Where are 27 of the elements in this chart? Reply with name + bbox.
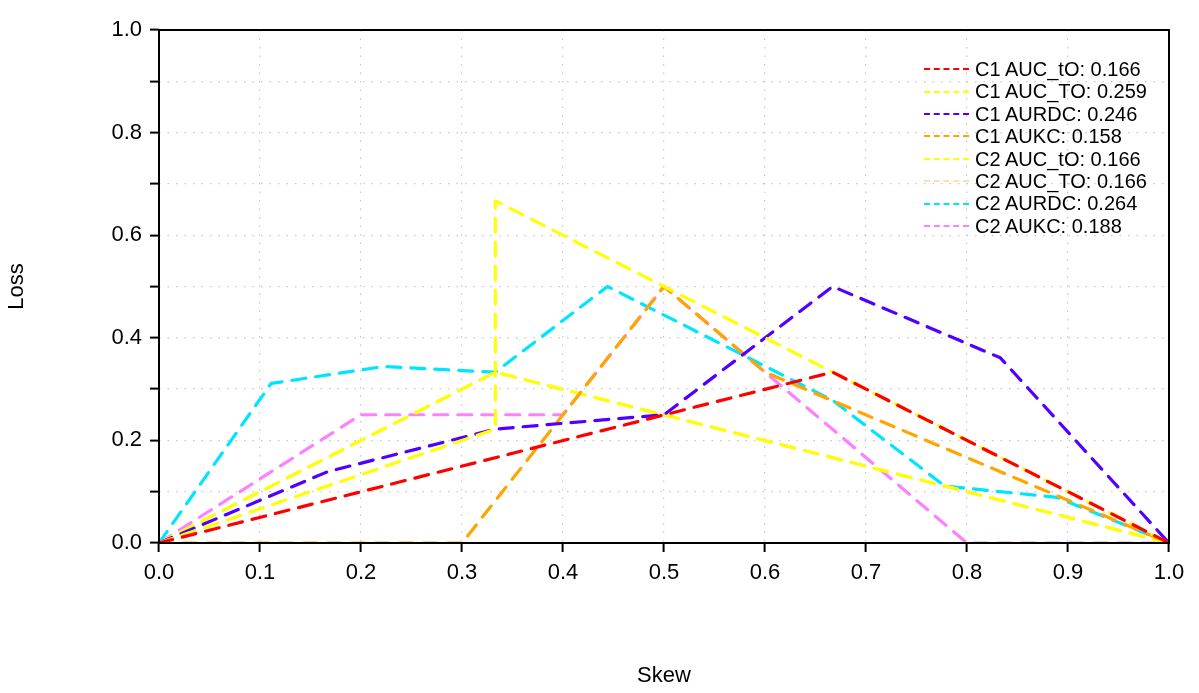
x-tick-label: 0.0 <box>143 559 175 585</box>
x-axis-title: Skew <box>637 661 692 687</box>
x-tick-label: 1.0 <box>1153 559 1185 585</box>
legend-label: C2 AUC_tO: 0.166 <box>975 147 1141 171</box>
legend-label: C1 AUKC: 0.158 <box>975 125 1122 148</box>
legend-label: C1 AUC_tO: 0.166 <box>975 58 1141 81</box>
x-tick-label: 0.5 <box>648 559 680 585</box>
legend-label: C2 AURDC: 0.264 <box>975 192 1138 215</box>
x-tick-label: 0.9 <box>1052 559 1084 585</box>
x-tick-label: 0.2 <box>345 559 377 585</box>
x-tick-label: 0.8 <box>951 559 983 585</box>
x-tick-label: 0.4 <box>547 559 579 585</box>
legend-label: C2 AUKC: 0.188 <box>975 214 1122 238</box>
legend-label: C2 AUC_TO: 0.166 <box>975 170 1147 193</box>
y-tick-label: 1.0 <box>111 16 142 42</box>
y-tick-label: 0.0 <box>111 529 142 555</box>
y-tick-label: 0.2 <box>111 426 142 452</box>
x-tick-label: 0.1 <box>244 559 276 585</box>
y-tick-label: 0.4 <box>111 323 142 349</box>
y-tick-label: 0.8 <box>111 118 142 144</box>
y-tick-label: 0.6 <box>111 221 142 247</box>
y-axis-title: Loss <box>3 263 29 310</box>
legend-label: C1 AURDC: 0.246 <box>975 102 1138 126</box>
x-tick-label: 0.7 <box>850 559 882 585</box>
x-tick-label: 0.6 <box>749 559 781 585</box>
x-tick-label: 0.3 <box>446 559 478 585</box>
legend-label: C1 AUC_TO: 0.259 <box>975 80 1147 103</box>
